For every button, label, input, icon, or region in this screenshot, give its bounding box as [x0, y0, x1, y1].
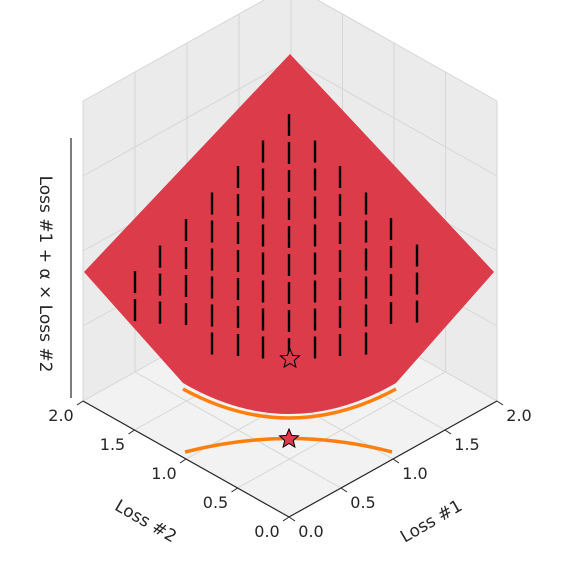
pareto-front-surface	[182, 387, 397, 420]
y-tick-label: 2.0	[48, 406, 73, 425]
y-tick-label: 1.0	[151, 464, 176, 483]
x-tick-mark	[392, 458, 400, 464]
x-tick-mark	[340, 487, 348, 493]
x-tick-label: 1.0	[402, 464, 427, 483]
wall-grid-z	[82, 0, 266, 102]
x-tick-label: 2.0	[506, 406, 531, 425]
optimum-floor	[279, 347, 301, 369]
optimum-markers	[278, 347, 301, 449]
x-tick-mark	[288, 516, 296, 522]
x-tick-label: 0.5	[350, 493, 375, 512]
pareto-front-surface-curve	[182, 387, 397, 420]
tick-labels: 0.0 0.5 1.0 1.5 2.0 0.0 0.5 1.0 1.5 2.0	[48, 406, 531, 541]
x-axis-label: Loss #1	[397, 496, 466, 547]
y-axis-label: Loss #2	[111, 496, 180, 547]
y-tick-mark	[282, 516, 290, 522]
wall-grid-z	[82, 59, 292, 177]
x-tick-mark	[444, 429, 452, 435]
optimum-surface	[278, 427, 300, 449]
x-tick-mark	[496, 400, 504, 406]
z-axis-label: Loss #1 + α × Loss #2	[35, 176, 55, 373]
y-tick-label: 0.0	[254, 522, 279, 541]
gradient-arrows	[133, 114, 419, 360]
y-tick-mark	[128, 429, 135, 435]
y-tick-label: 1.5	[100, 435, 125, 454]
y-tick-mark	[179, 458, 187, 464]
y-tick-label: 0.5	[203, 493, 228, 512]
y-tick-mark	[231, 487, 238, 493]
x-tick-label: 1.5	[454, 435, 479, 454]
wall-grid-z	[316, 0, 498, 102]
axis-frame	[70, 138, 504, 522]
y-tick-mark	[76, 400, 84, 406]
wall-grid-z	[290, 59, 498, 177]
x-tick-label: 0.0	[298, 522, 323, 541]
